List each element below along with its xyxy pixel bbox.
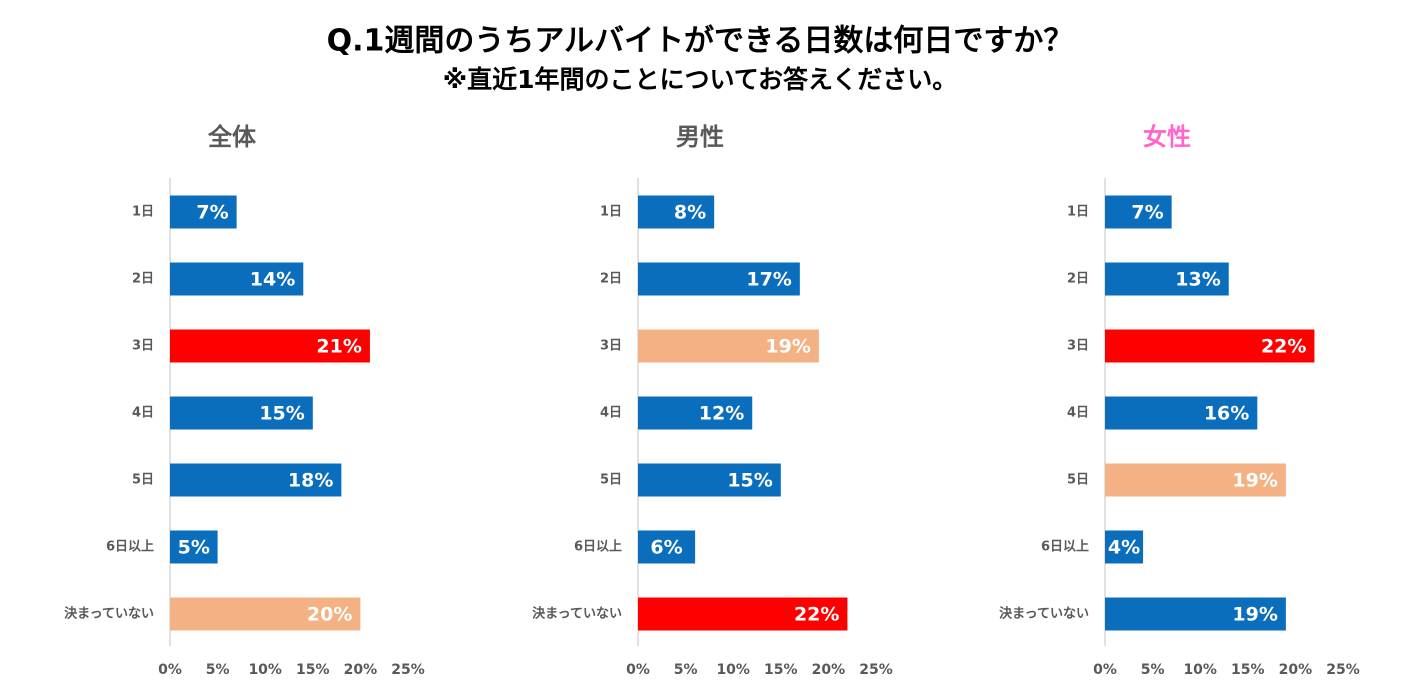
value-label: 22%	[794, 604, 839, 626]
y-tick-label: 2日	[1067, 272, 1089, 287]
bar	[1105, 329, 1315, 363]
panel-title: 女性	[1143, 123, 1191, 151]
bar	[1105, 195, 1172, 229]
bar	[638, 396, 753, 430]
bar	[1105, 530, 1144, 564]
x-tick-label: 20%	[344, 662, 378, 678]
value-label: 16%	[1204, 403, 1249, 425]
x-tick-label: 0%	[158, 662, 182, 678]
x-tick-label: 20%	[1279, 662, 1313, 678]
x-tick-label: 15%	[764, 662, 798, 678]
bar	[638, 597, 848, 631]
value-label: 19%	[1232, 470, 1277, 492]
value-label: 4%	[1108, 537, 1140, 559]
panel-title: 男性	[676, 123, 724, 151]
y-tick-label: 3日	[132, 339, 154, 354]
value-label: 8%	[674, 202, 706, 224]
bar	[638, 530, 696, 564]
value-label: 15%	[727, 470, 772, 492]
value-label: 18%	[288, 470, 333, 492]
y-tick-label: 4日	[600, 406, 622, 421]
bar	[638, 329, 819, 363]
y-tick-label: 1日	[132, 205, 154, 220]
x-tick-label: 10%	[716, 662, 750, 678]
bar	[1105, 262, 1229, 296]
y-tick-label: 決まっていない	[532, 606, 622, 622]
bar	[170, 597, 361, 631]
bar	[170, 195, 237, 229]
y-tick-label: 2日	[132, 272, 154, 287]
y-tick-label: 5日	[600, 473, 622, 488]
value-label: 19%	[1232, 604, 1277, 626]
value-label: 5%	[178, 537, 210, 559]
bar	[638, 463, 781, 497]
value-label: 13%	[1175, 269, 1220, 291]
panel-title: 全体	[207, 123, 257, 151]
x-tick-label: 10%	[1183, 662, 1217, 678]
bar	[170, 396, 313, 430]
x-tick-label: 10%	[248, 662, 282, 678]
subtitle: ※直近1年間のことについてお答えください。	[443, 65, 957, 94]
y-tick-label: 3日	[1067, 339, 1089, 354]
value-label: 7%	[196, 202, 228, 224]
y-tick-label: 決まっていない	[64, 606, 154, 622]
value-label: 15%	[259, 403, 304, 425]
value-label: 17%	[746, 269, 791, 291]
x-tick-label: 5%	[674, 662, 698, 678]
x-tick-label: 25%	[391, 662, 425, 678]
x-tick-label: 25%	[859, 662, 893, 678]
value-label: 22%	[1261, 336, 1306, 358]
bar	[1105, 597, 1286, 631]
y-tick-label: 4日	[132, 406, 154, 421]
y-tick-label: 4日	[1067, 406, 1089, 421]
value-label: 12%	[699, 403, 744, 425]
bar	[1105, 463, 1286, 497]
y-tick-label: 2日	[600, 272, 622, 287]
y-tick-label: 1日	[600, 205, 622, 220]
x-tick-label: 5%	[1141, 662, 1165, 678]
x-tick-label: 0%	[626, 662, 650, 678]
bar	[1105, 396, 1258, 430]
y-tick-label: 決まっていない	[999, 606, 1089, 622]
x-tick-label: 0%	[1093, 662, 1117, 678]
main-title: Q.1週間のうちアルバイトができる日数は何日ですか？	[327, 24, 1074, 59]
value-label: 20%	[307, 604, 352, 626]
x-tick-label: 20%	[812, 662, 846, 678]
bar	[170, 463, 342, 497]
value-label: 7%	[1131, 202, 1163, 224]
bar	[170, 262, 304, 296]
value-label: 6%	[650, 537, 682, 559]
value-label: 21%	[316, 336, 361, 358]
y-tick-label: 3日	[600, 339, 622, 354]
value-label: 19%	[765, 336, 810, 358]
x-tick-label: 15%	[1231, 662, 1265, 678]
bar	[170, 530, 218, 564]
bar	[638, 195, 715, 229]
y-tick-label: 6日以上	[574, 540, 622, 555]
bar	[638, 262, 800, 296]
y-tick-label: 1日	[1067, 205, 1089, 220]
x-tick-label: 5%	[206, 662, 230, 678]
y-tick-label: 5日	[1067, 473, 1089, 488]
x-tick-label: 15%	[296, 662, 330, 678]
bar	[170, 329, 370, 363]
value-label: 14%	[250, 269, 295, 291]
y-tick-label: 6日以上	[1041, 540, 1089, 555]
y-tick-label: 6日以上	[106, 540, 154, 555]
x-tick-label: 25%	[1326, 662, 1360, 678]
y-tick-label: 5日	[132, 473, 154, 488]
